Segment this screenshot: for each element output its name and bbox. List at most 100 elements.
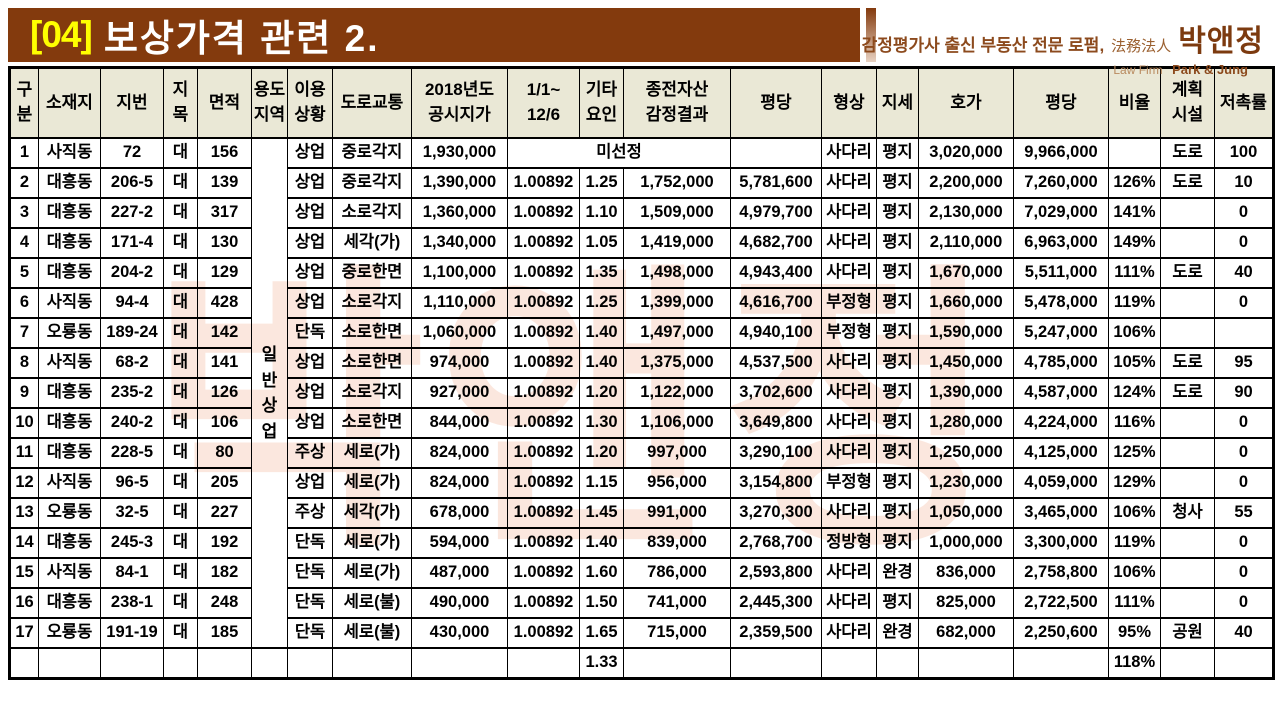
table-header-row: 구 분 소재지 지번 지 목 면적 용도 지역 이용 상황 도로교통 2018년도 공시지가 1/… bbox=[9, 66, 1274, 139]
firm-logo-line1: 감정평가사 출신 부동산 전문 로펌, 法務法人 박앤정 bbox=[862, 16, 1264, 60]
cell-lot: 191-19 bbox=[100, 617, 164, 649]
cell-lot: 84-1 bbox=[100, 557, 164, 589]
cell-asking: 1,230,000 bbox=[918, 467, 1014, 499]
cell-terrain: 평지 bbox=[876, 317, 919, 349]
cell-prev_total: 1,752,000 bbox=[623, 167, 731, 199]
cell-category: 대 bbox=[163, 557, 198, 589]
cell-asking: 1,250,000 bbox=[918, 437, 1014, 469]
cell-lot: 72 bbox=[100, 137, 164, 169]
cell-price2018: 1,060,000 bbox=[411, 317, 508, 349]
cell-index: 1.00892 bbox=[507, 437, 580, 469]
cell-prev_total: 1,399,000 bbox=[623, 287, 731, 319]
cell-lot: 68-2 bbox=[100, 347, 164, 379]
cell-prev_py: 3,154,800 bbox=[730, 467, 822, 499]
col-header-rate: 저촉률 bbox=[1214, 66, 1274, 139]
cell-rate: 100 bbox=[1214, 137, 1274, 169]
cell-category: 대 bbox=[163, 167, 198, 199]
table-row: 10 대흥동 240-2 대 106 상업 소로한면 844,000 1.00892 1.30 1,… bbox=[9, 407, 1274, 439]
cell-shape: 사다리 bbox=[821, 407, 877, 439]
cell-prev_total: 786,000 bbox=[623, 557, 731, 589]
cell-asking: 825,000 bbox=[918, 587, 1014, 619]
cell-category: 대 bbox=[163, 347, 198, 379]
cell-asking_py: 4,224,000 bbox=[1013, 407, 1109, 439]
cell-area: 139 bbox=[197, 167, 252, 199]
table-row: 16 대흥동 238-1 대 248 단독 세로(불) 490,000 1.00892 1.50 7… bbox=[9, 587, 1274, 619]
cell-no: 12 bbox=[9, 467, 39, 499]
cell-area: 227 bbox=[197, 497, 252, 529]
cell-prev_py: 4,616,700 bbox=[730, 287, 822, 319]
cell-lot: 240-2 bbox=[100, 407, 164, 439]
cell-price2018: 844,000 bbox=[411, 407, 508, 439]
cell-facility bbox=[1160, 647, 1215, 680]
cell-asking_py: 3,300,000 bbox=[1013, 527, 1109, 559]
cell-prev_total: 1,498,000 bbox=[623, 257, 731, 289]
cell-use: 단독 bbox=[287, 557, 333, 589]
cell-asking: 682,000 bbox=[918, 617, 1014, 649]
cell-lot: 94-4 bbox=[100, 287, 164, 319]
cell-asking_py: 4,587,000 bbox=[1013, 377, 1109, 409]
cell-index: 1.00892 bbox=[507, 617, 580, 649]
cell-lot: 32-5 bbox=[100, 497, 164, 529]
cell-asking: 1,390,000 bbox=[918, 377, 1014, 409]
cell-index: 1.00892 bbox=[507, 557, 580, 589]
cell-asking_py: 4,059,000 bbox=[1013, 467, 1109, 499]
cell-category: 대 bbox=[163, 227, 198, 259]
cell-ratio: 119% bbox=[1108, 527, 1161, 559]
cell-road: 소로한면 bbox=[332, 317, 412, 349]
cell-lot: 235-2 bbox=[100, 377, 164, 409]
cell-terrain: 평지 bbox=[876, 287, 919, 319]
cell-factor: 1.50 bbox=[579, 587, 624, 619]
cell-category: 대 bbox=[163, 287, 198, 319]
cell-index: 1.00892 bbox=[507, 197, 580, 229]
cell-factor: 1.60 bbox=[579, 557, 624, 589]
cell-price2018: 490,000 bbox=[411, 587, 508, 619]
cell-facility bbox=[1160, 197, 1215, 229]
cell-lot: 227-2 bbox=[100, 197, 164, 229]
cell-index: 1.00892 bbox=[507, 497, 580, 529]
cell-shape: 사다리 bbox=[821, 197, 877, 229]
cell-no: 2 bbox=[9, 167, 39, 199]
cell-shape: 부정형 bbox=[821, 317, 877, 349]
cell-ratio: 116% bbox=[1108, 407, 1161, 439]
cell-use: 상업 bbox=[287, 407, 333, 439]
cell-area bbox=[197, 647, 252, 680]
cell-factor: 1.40 bbox=[579, 317, 624, 349]
cell-facility bbox=[1160, 437, 1215, 469]
cell-road: 세각(가) bbox=[332, 227, 412, 259]
cell-prev_total: 1,106,000 bbox=[623, 407, 731, 439]
cell-lot bbox=[100, 647, 164, 680]
cell-area: 142 bbox=[197, 317, 252, 349]
cell-area: 248 bbox=[197, 587, 252, 619]
cell-prev_total: 991,000 bbox=[623, 497, 731, 529]
cell-factor: 1.25 bbox=[579, 167, 624, 199]
cell-facility bbox=[1160, 527, 1215, 559]
cell-rate: 40 bbox=[1214, 257, 1274, 289]
cell-rate: 0 bbox=[1214, 407, 1274, 439]
cell-category: 대 bbox=[163, 497, 198, 529]
cell-road: 소로한면 bbox=[332, 347, 412, 379]
cell-lot: 171-4 bbox=[100, 227, 164, 259]
cell-category: 대 bbox=[163, 257, 198, 289]
table-row: 17 오룡동 191-19 대 185 단독 세로(불) 430,000 1.00892 1.65… bbox=[9, 617, 1274, 649]
cell-category: 대 bbox=[163, 527, 198, 559]
cell-prev_py: 4,537,500 bbox=[730, 347, 822, 379]
cell-prev_total: 997,000 bbox=[623, 437, 731, 469]
cell-factor: 1.10 bbox=[579, 197, 624, 229]
cell-no: 3 bbox=[9, 197, 39, 229]
cell-facility bbox=[1160, 407, 1215, 439]
cell-ratio bbox=[1108, 137, 1161, 169]
cell-road: 세로(가) bbox=[332, 557, 412, 589]
cell-terrain bbox=[876, 647, 919, 680]
cell-road: 중로각지 bbox=[332, 167, 412, 199]
cell-location: 사직동 bbox=[38, 137, 101, 169]
cell-location: 대흥동 bbox=[38, 167, 101, 199]
cell-facility: 도로 bbox=[1160, 347, 1215, 379]
cell-shape: 사다리 bbox=[821, 167, 877, 199]
cell-terrain: 평지 bbox=[876, 197, 919, 229]
cell-use: 상업 bbox=[287, 137, 333, 169]
cell-use: 주상 bbox=[287, 437, 333, 469]
cell-location: 대흥동 bbox=[38, 377, 101, 409]
cell-rate: 95 bbox=[1214, 347, 1274, 379]
cell-use: 상업 bbox=[287, 347, 333, 379]
cell-use: 단독 bbox=[287, 617, 333, 649]
